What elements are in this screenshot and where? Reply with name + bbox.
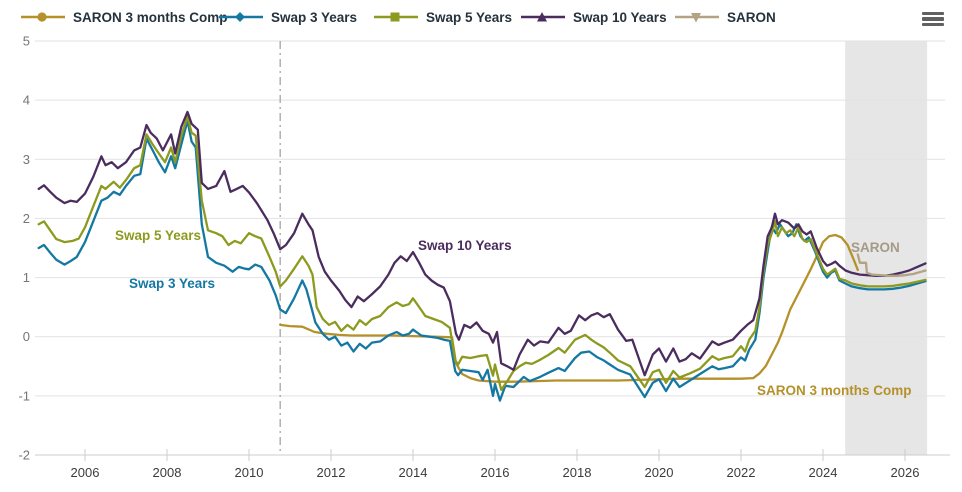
legend-marker-triangle-icon <box>520 10 566 24</box>
x-axis-tick-label: 2012 <box>317 465 346 480</box>
annotation-saron-3-months-comp: SARON 3 months Comp <box>757 383 912 398</box>
legend-item-saron[interactable]: SARON <box>674 6 776 28</box>
legend-label: SARON 3 months Comp <box>73 9 228 25</box>
annotation-swap-10-years: Swap 10 Years <box>418 238 512 253</box>
x-axis-tick-label: 2014 <box>399 465 428 480</box>
legend-item-swap-10-years[interactable]: Swap 10 Years <box>520 6 667 28</box>
y-axis-tick-label: 2 <box>23 211 30 226</box>
x-axis-tick-label: 2006 <box>71 465 100 480</box>
y-axis-tick-label: 3 <box>23 152 30 167</box>
x-axis-tick-label: 2020 <box>645 465 674 480</box>
forecast-band <box>845 41 928 455</box>
y-axis-tick-label: 1 <box>23 270 30 285</box>
legend-label: Swap 3 Years <box>271 9 358 25</box>
legend-marker-triangle-down-icon <box>674 10 720 24</box>
legend-marker-diamond-icon <box>218 10 264 24</box>
chart-context-menu-button[interactable] <box>920 7 946 29</box>
series-line-swap-5-years <box>37 115 927 392</box>
y-axis-tick-label: 4 <box>23 93 30 108</box>
annotation-swap-5-years: Swap 5 Years <box>115 228 202 243</box>
legend-label: SARON <box>727 9 776 25</box>
hamburger-icon <box>922 11 944 27</box>
legend-item-swap-3-years[interactable]: Swap 3 Years <box>218 6 357 28</box>
series-line-swap-3-years <box>37 119 927 402</box>
x-axis-tick-label: 2026 <box>891 465 920 480</box>
x-axis-tick-label: 2008 <box>153 465 182 480</box>
x-axis-tick-label: 2024 <box>809 465 838 480</box>
series-line-saron-3-months-comp <box>279 233 859 383</box>
y-axis-tick-label: -2 <box>18 448 30 463</box>
y-axis-tick-label: -1 <box>18 388 30 403</box>
legend-label: Swap 10 Years <box>573 9 667 25</box>
x-axis-tick-label: 2022 <box>727 465 756 480</box>
series-line-swap-10-years <box>37 110 927 377</box>
y-axis-tick-label: 5 <box>23 34 30 49</box>
series-line-saron <box>856 253 927 277</box>
y-axis-tick-label: 0 <box>23 329 30 344</box>
legend-label: Swap 5 Years <box>426 9 513 25</box>
legend-marker-square-icon <box>373 10 419 24</box>
x-axis-tick-label: 2016 <box>481 465 510 480</box>
annotation-saron: SARON <box>851 240 900 255</box>
legend-marker-circle-icon <box>20 10 66 24</box>
annotation-swap-3-years: Swap 3 Years <box>129 276 216 291</box>
legend-item-saron-3-months-comp[interactable]: SARON 3 months Comp <box>20 6 228 28</box>
legend-item-swap-5-years[interactable]: Swap 5 Years <box>373 6 512 28</box>
x-axis-tick-label: 2010 <box>235 465 264 480</box>
x-axis-tick-label: 2018 <box>563 465 592 480</box>
